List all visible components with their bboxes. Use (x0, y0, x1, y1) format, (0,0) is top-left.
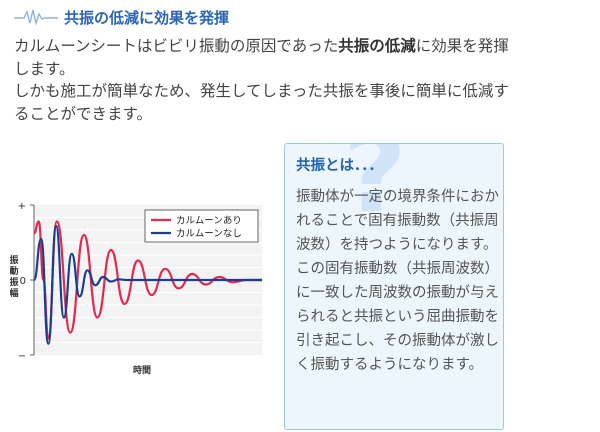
series-line-without-calmoon (32, 224, 262, 345)
section-title: 共振の低減に効果を発揮 (64, 9, 230, 27)
legend-label: カルムーンあり (176, 216, 242, 227)
x-axis-label: 時間 (133, 364, 151, 376)
y-tick-label: − (18, 351, 26, 362)
intro-text-part: に効果を発揮します。 (14, 37, 509, 78)
vibration-chart: +0− 振動振幅時間 カルムーンあり カルムーンなし (9, 193, 266, 379)
question-mark-icon: ? (343, 143, 407, 237)
legend-box (144, 209, 259, 243)
y-axis-label-char: 動 (10, 265, 19, 277)
resonance-info-box: ? 共振とは．．． 振動体が一定の境界条件におかれることで固有振動数（共振周波数… (284, 143, 504, 430)
info-box-text: 振動体が一定の境界条件におかれることで固有振動数（共振周波数）を持つようになりま… (296, 189, 499, 373)
legend-label: カルムーンなし (176, 229, 242, 240)
y-tick-label: + (18, 201, 26, 212)
intro-paragraph-2: しかも施工が簡単なため、発生してしまった共振を事後に簡単に低減することができます… (14, 82, 509, 123)
section-heading: 共振の低減に効果を発揮 (14, 6, 594, 30)
intro-text-part: カルムーンシートはビビリ振動の原因であった (14, 37, 339, 55)
y-tick-label: 0 (20, 276, 26, 287)
intro-bold-text: 共振の低減 (338, 37, 416, 55)
y-axis-label-char: 振 (10, 276, 19, 288)
intro-text: カルムーンシートはビビリ振動の原因であった共振の低減に効果を発揮します。 しかも… (14, 35, 514, 125)
info-box-title: 共振とは．．． (296, 158, 383, 174)
y-axis-label-char: 振 (10, 254, 19, 266)
wave-line-icon (14, 9, 58, 26)
intro-paragraph-1: カルムーンシートはビビリ振動の原因であった共振の低減に効果を発揮します。 (14, 35, 514, 80)
y-axis-label-char: 幅 (10, 287, 19, 299)
